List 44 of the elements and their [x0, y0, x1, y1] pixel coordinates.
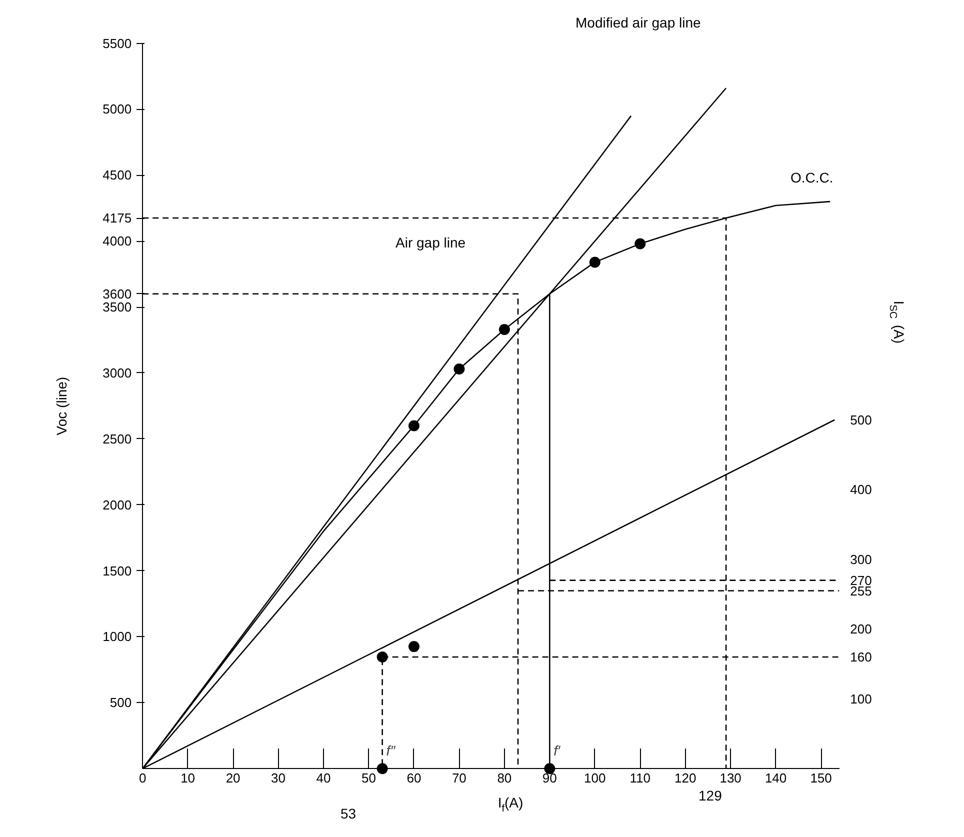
y-tick-label: 3600: [102, 286, 132, 302]
y-tick-label: 4175: [102, 210, 132, 226]
x-tick-label: 140: [764, 770, 787, 786]
text: 129: [698, 788, 722, 804]
x-tick-label: 130: [720, 770, 742, 786]
x-tick-label: 80: [497, 770, 512, 786]
x-tick-label: 120: [674, 770, 696, 786]
y-tick-label: 2000: [102, 497, 132, 512]
x-tick-label: 50: [362, 770, 376, 786]
y-tick-label: 3500: [102, 300, 132, 315]
annotation: Air gap line: [396, 234, 466, 250]
y-tick-label: 500: [110, 695, 132, 710]
y-tick-label: 5000: [102, 102, 132, 117]
y2-tick-label: 100: [850, 691, 872, 706]
text: 53: [340, 806, 356, 822]
y-tick-label: 2500: [102, 431, 132, 446]
y-tick-label: 4000: [102, 234, 132, 249]
x-tick-label: 60: [406, 770, 422, 786]
y-axis-title: Voc (line): [54, 376, 70, 436]
annotation: f′: [554, 742, 562, 759]
annotation: O.C.C.: [790, 170, 834, 186]
y-tick-label: 1500: [102, 563, 132, 578]
x-tick-label: 110: [630, 770, 650, 786]
y2-axis-title: ISC (A): [887, 300, 908, 344]
text: Modified air gap line: [576, 14, 702, 30]
x-tick-label: 40: [316, 770, 331, 786]
x-tick-label: 0: [138, 770, 146, 786]
y-tick-label: 5500: [102, 36, 132, 51]
x-tick-label: 10: [180, 770, 196, 786]
y2-tick-label: 300: [850, 552, 872, 567]
x-tick-label: 90: [542, 770, 557, 786]
annotation: f″: [386, 742, 396, 759]
y-tick-label: 3000: [102, 365, 132, 380]
y-tick-label: 4500: [102, 168, 132, 183]
x-tick-label: 30: [271, 770, 286, 786]
x-tick-label: 150: [810, 770, 832, 786]
y2-tick-label: 500: [850, 412, 872, 428]
y2-tick-label: 160: [850, 650, 872, 665]
x-tick-label: 20: [226, 770, 240, 786]
x-tick-label: 70: [452, 770, 466, 786]
x-tick-label: 100: [584, 770, 606, 786]
y-tick-label: 1000: [102, 629, 132, 644]
y2-tick-label: 400: [850, 482, 872, 498]
y2-tick-label: 200: [850, 622, 872, 637]
